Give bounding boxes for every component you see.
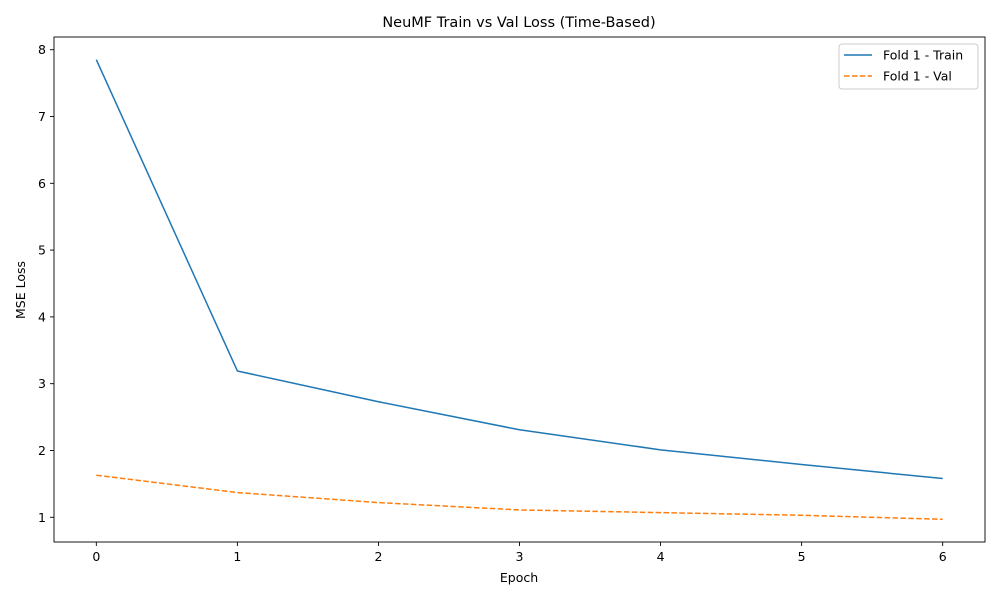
y-tick-label: 7 xyxy=(38,109,46,124)
x-tick-label: 2 xyxy=(374,549,382,564)
x-axis-label: Epoch xyxy=(500,570,538,585)
x-tick-label: 4 xyxy=(657,549,665,564)
y-tick-label: 4 xyxy=(38,309,46,324)
legend-label-2: Fold 1 - Val xyxy=(883,69,952,84)
y-tick-label: 8 xyxy=(38,42,46,57)
x-tick-label: 3 xyxy=(516,549,524,564)
chart-title: NeuMF Train vs Val Loss (Time-Based) xyxy=(382,15,655,31)
x-tick-label: 0 xyxy=(92,549,100,564)
y-axis-label: MSE Loss xyxy=(13,261,28,319)
y-tick-label: 2 xyxy=(38,443,46,458)
y-tick-label: 3 xyxy=(38,376,46,391)
legend-box xyxy=(838,43,979,90)
y-tick-label: 1 xyxy=(38,510,46,525)
legend: Fold 1 - Train Fold 1 - Val xyxy=(838,43,979,90)
series-line-2 xyxy=(96,474,943,521)
y-tick-label: 6 xyxy=(38,176,46,191)
series-line-1 xyxy=(95,59,943,480)
y-tick-label: 5 xyxy=(38,243,46,258)
plot-area: 0 1 2 3 4 5 6 1 2 3 4 5 6 7 8 xyxy=(38,36,986,564)
x-tick-label: 5 xyxy=(798,549,806,564)
x-tick-label: 6 xyxy=(939,549,947,564)
x-tick-label: 1 xyxy=(233,549,241,564)
legend-label-1: Fold 1 - Train xyxy=(883,48,963,63)
